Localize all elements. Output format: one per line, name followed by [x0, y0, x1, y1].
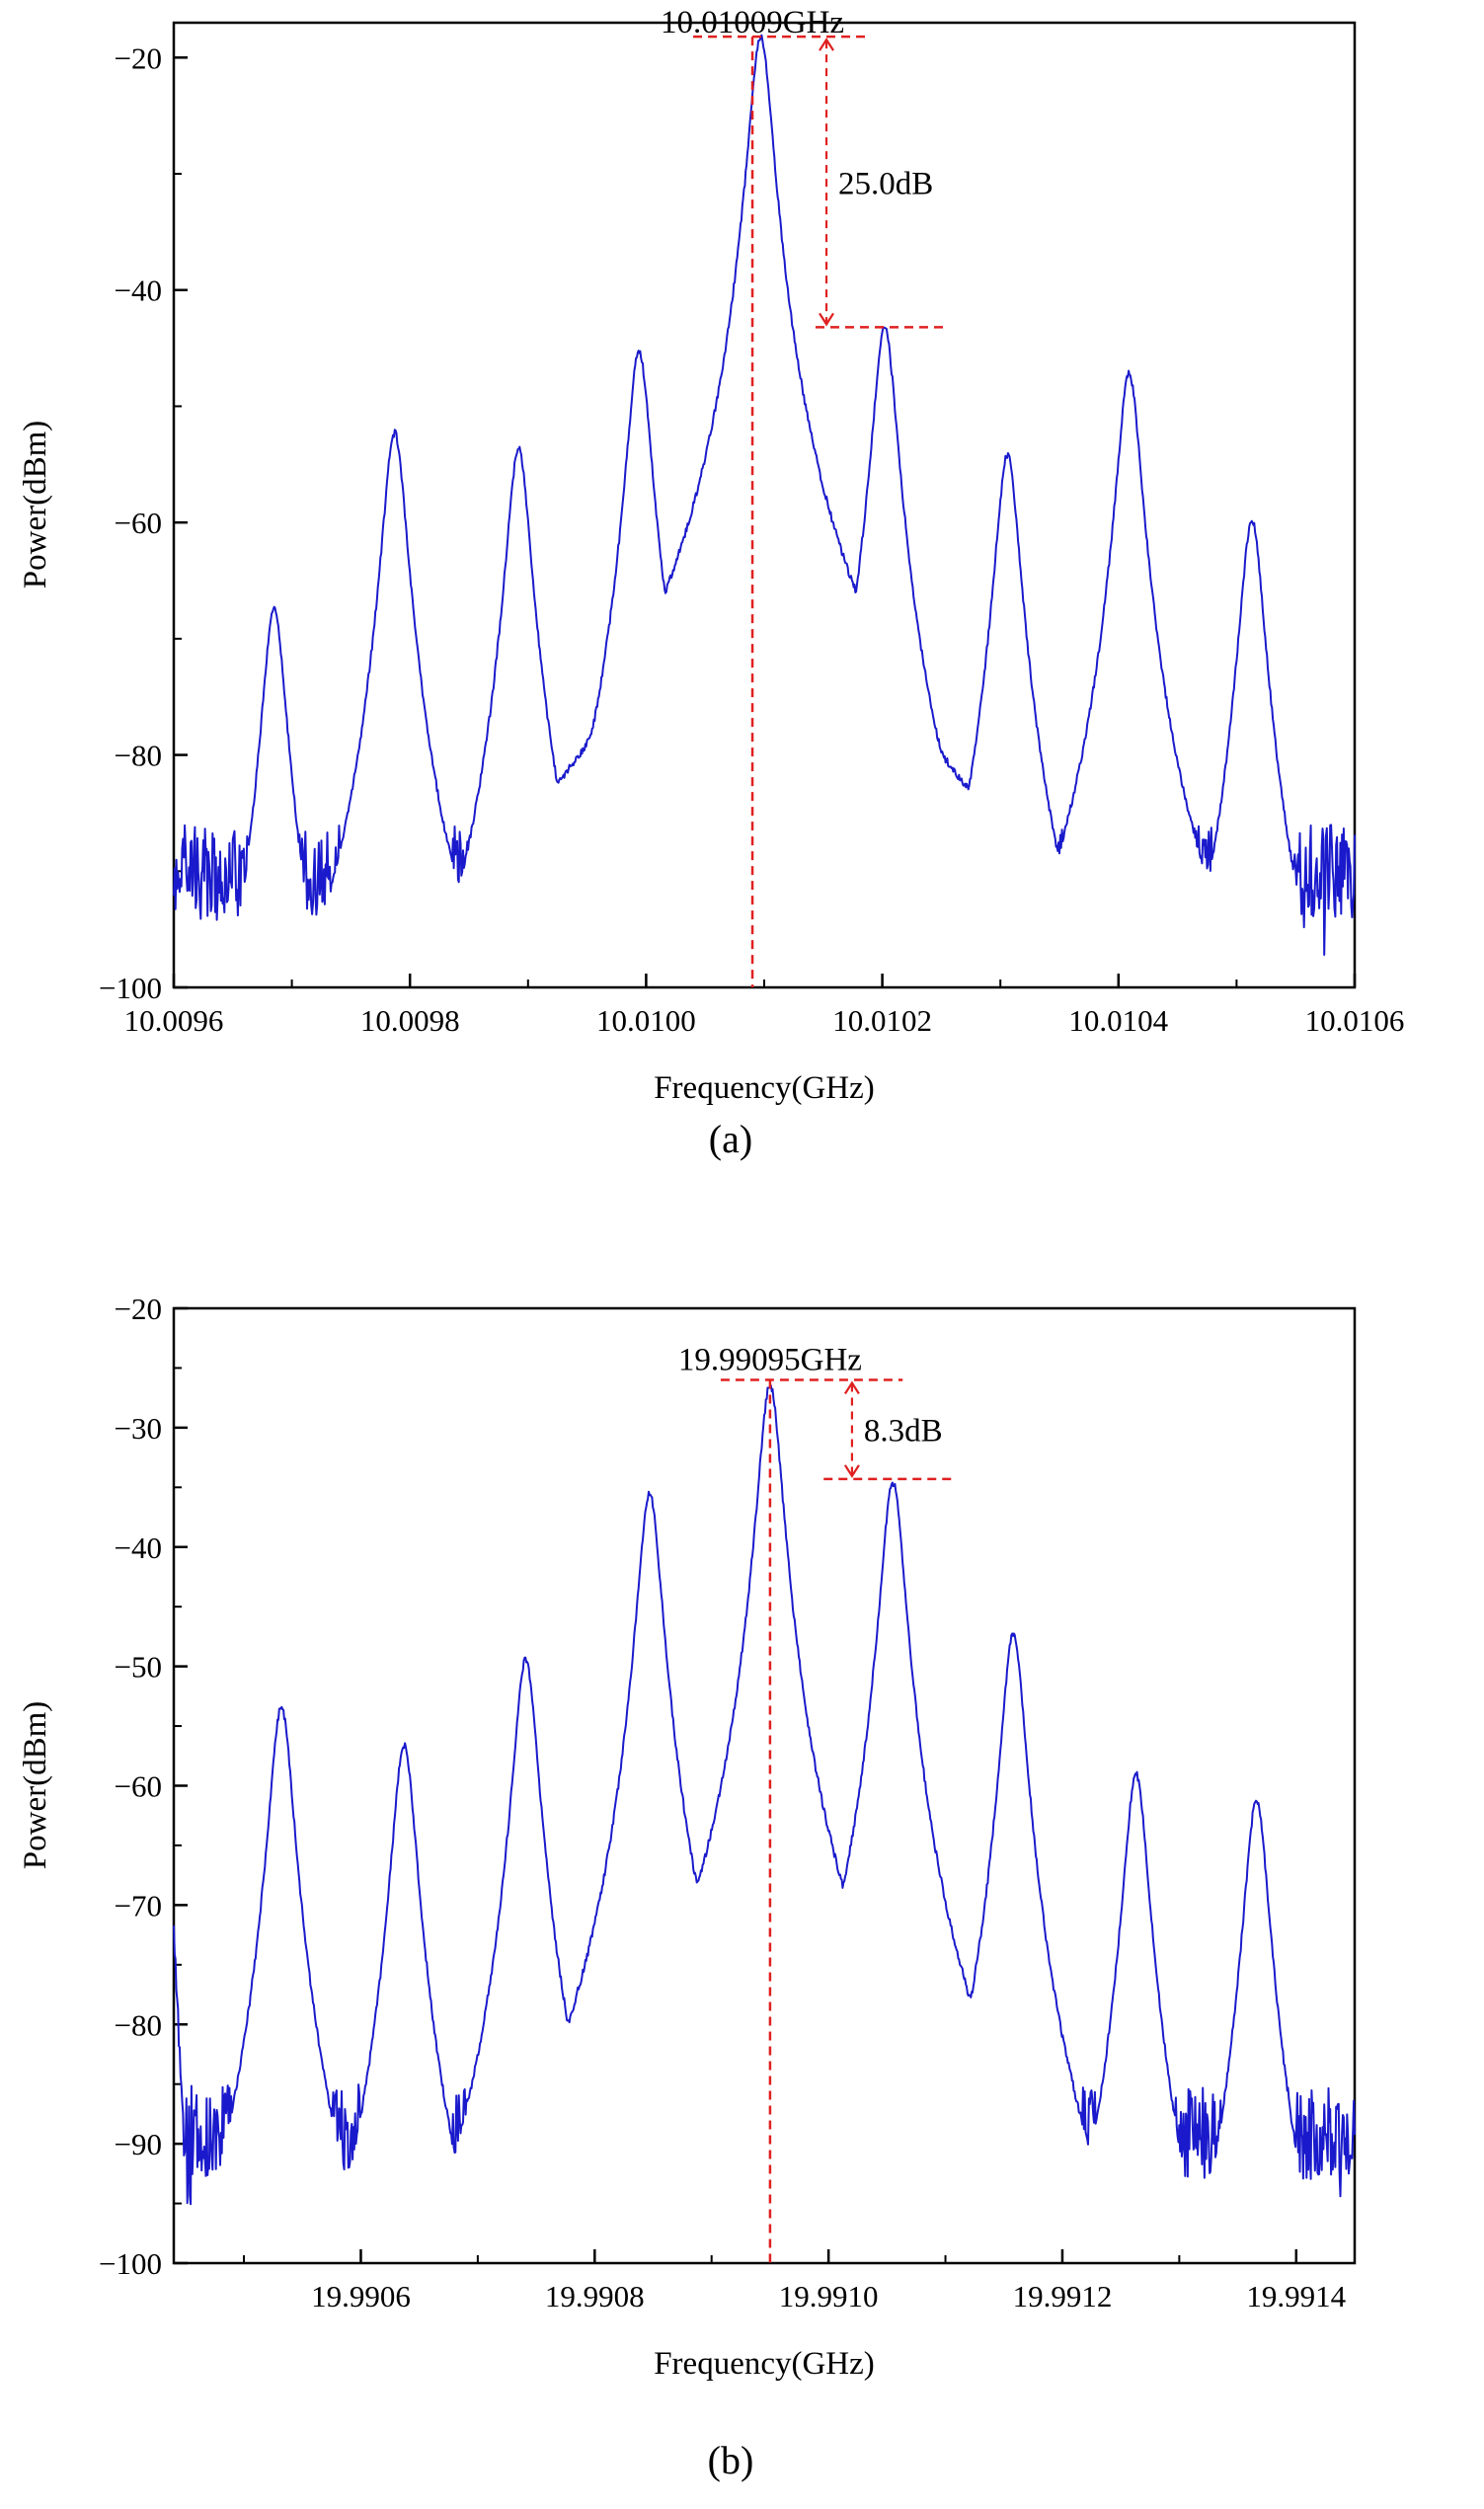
x-tick-label: 10.0096: [124, 1003, 224, 1038]
y-tick-label: −100: [99, 971, 162, 1005]
x-tick-label: 19.9908: [545, 2279, 645, 2313]
y-tick-label: −90: [115, 2127, 162, 2161]
y-axis-ticks: −100 −80 −60 −40 −20: [99, 40, 188, 1005]
y-tick-label: −40: [115, 274, 162, 308]
y-tick-label: −40: [115, 1530, 162, 1565]
y-tick-label: −70: [115, 1888, 162, 1922]
y-tick-label: −20: [115, 40, 162, 75]
x-tick-label: 19.9912: [1013, 2279, 1113, 2313]
arrow-head-up: [843, 1380, 860, 1395]
arrow-head-down: [819, 312, 834, 327]
x-axis-ticks: 19.9906 19.9908 19.9910 19.9912 19.9914: [243, 2249, 1347, 2313]
x-tick-label: 19.9910: [779, 2279, 879, 2313]
power-difference-label: 8.3dB: [864, 1414, 943, 1450]
x-axis-label: Frequency(GHz): [654, 1070, 875, 1106]
peak-frequency-label: 10.01009GHz: [661, 5, 844, 40]
plot-frame: [172, 21, 1357, 989]
x-tick-label: 10.0100: [596, 1003, 696, 1038]
x-tick-label: 19.9906: [311, 2279, 411, 2313]
power-difference-label: 25.0dB: [838, 166, 933, 201]
y-axis-ticks: −100 −90 −80 −70 −60 −50 −40 −30 −20: [99, 1292, 188, 2281]
y-tick-label: −30: [115, 1411, 162, 1446]
chart-panel-a: −100−80−60−40−20 10.0096 10.0098 10.0100 10…: [18, 5, 1404, 1161]
y-axis-label: Power(dBm): [18, 1701, 53, 1869]
y-tick-label: −100: [99, 2246, 162, 2281]
x-tick-label: 10.0102: [832, 1003, 932, 1038]
peak-frequency-label: 19.99095GHz: [678, 1343, 862, 1378]
x-axis-ticks: 10.0096 10.0098 10.0100 10.0102 10.0104 10.01…: [124, 974, 1405, 1038]
panel-caption: (a): [709, 1117, 752, 1161]
y-tick-label: −20: [115, 1292, 162, 1326]
x-tick-label: 10.0106: [1305, 1003, 1405, 1038]
y-axis-label: Power(dBm): [18, 421, 53, 588]
panel-caption: (b): [708, 2438, 754, 2482]
x-tick-label: 19.9914: [1246, 2279, 1346, 2313]
annotation-markers: 19.99095GHz 8.3dB: [678, 1343, 953, 2263]
arrow-head-up: [819, 38, 834, 51]
spectrum-trace: [173, 1384, 1356, 2206]
x-tick-label: 10.0098: [360, 1003, 460, 1038]
spectrum-trace: [173, 34, 1356, 956]
y-tick-label: −60: [115, 506, 162, 540]
arrow-head-down: [843, 1464, 860, 1478]
y-tick-label: −80: [115, 2007, 162, 2042]
annotation-markers: 10.01009GHz 25.0dB: [661, 5, 944, 987]
plot-frame: [172, 1306, 1357, 2265]
y-tick-label: −80: [115, 739, 162, 773]
y-tick-label: −60: [115, 1769, 162, 1804]
y-tick-label: −50: [115, 1650, 162, 1685]
x-axis-label: Frequency(GHz): [654, 2346, 875, 2382]
chart-panel-b: −100−90−80−70−60−50−40−30−20 19.9906 19.9…: [18, 1292, 1357, 2482]
x-tick-label: 10.0104: [1068, 1003, 1168, 1038]
